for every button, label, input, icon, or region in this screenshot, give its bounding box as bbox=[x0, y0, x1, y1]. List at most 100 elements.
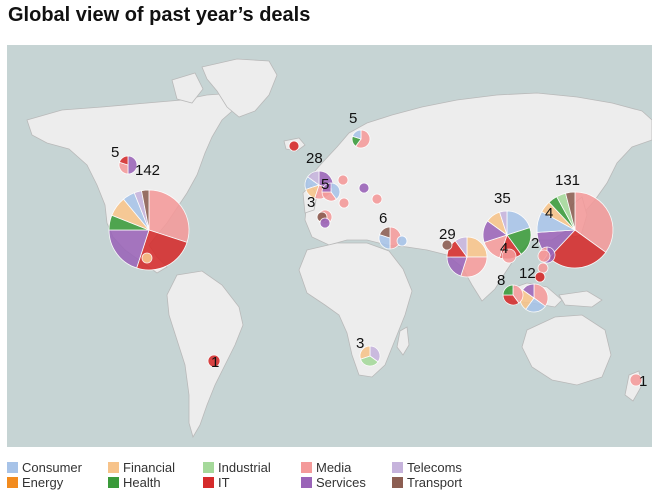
deal-dot-media[interactable] bbox=[337, 174, 349, 186]
pie-slice-media bbox=[148, 189, 190, 243]
pie-slice-services bbox=[127, 155, 138, 175]
legend-item-consumer[interactable]: Consumer bbox=[7, 459, 82, 475]
world-map[interactable]: 142 131 35 29 28 12 8 6 5 5 5 4 4 3 3 2 1 1 bbox=[7, 45, 652, 447]
deal-dot-financial[interactable] bbox=[141, 252, 153, 264]
deal-count-label: 3 bbox=[356, 335, 364, 352]
legend-item-transport[interactable]: Transport bbox=[392, 474, 462, 490]
deal-count-label: 5 bbox=[321, 176, 329, 193]
legend-item-telecoms[interactable]: Telecoms bbox=[392, 459, 462, 475]
legend-label: Health bbox=[123, 474, 161, 490]
deal-dot-media[interactable] bbox=[371, 193, 383, 205]
deal-count-label: 142 bbox=[135, 162, 160, 179]
legend-item-media[interactable]: Media bbox=[301, 459, 351, 475]
legend-swatch bbox=[7, 476, 18, 488]
deal-pie-17[interactable] bbox=[629, 373, 643, 387]
pie-slice-transport bbox=[379, 226, 391, 239]
legend-label: Energy bbox=[22, 474, 64, 490]
land-south-america bbox=[166, 270, 244, 439]
deal-count-label: 2 bbox=[531, 235, 539, 252]
deal-pie-14[interactable] bbox=[359, 345, 381, 367]
pie-slice-media bbox=[574, 191, 614, 253]
pie-slice-it bbox=[502, 294, 520, 306]
pie-slice-services bbox=[522, 283, 535, 299]
deal-pie-10[interactable] bbox=[321, 182, 341, 202]
pie-slice-it bbox=[118, 155, 129, 166]
pie-slice-industrial bbox=[359, 355, 379, 367]
legend-label: Media bbox=[316, 459, 352, 475]
pie-slice-telecoms bbox=[454, 236, 468, 259]
legend-label: Services bbox=[316, 474, 366, 490]
map-title: Global view of past year’s deals bbox=[8, 4, 311, 26]
deal-dot-consumer[interactable] bbox=[396, 235, 408, 247]
deal-pie-16[interactable] bbox=[207, 354, 221, 368]
deal-dot-it[interactable] bbox=[288, 140, 300, 152]
land-greenland bbox=[201, 58, 278, 118]
deal-dots bbox=[141, 140, 549, 283]
legend-item-it[interactable]: IT bbox=[203, 474, 230, 490]
land-madagascar bbox=[396, 326, 410, 356]
land-africa bbox=[298, 242, 413, 378]
deal-pie-8[interactable] bbox=[351, 129, 371, 149]
deal-pies bbox=[108, 129, 643, 387]
pie-slice-it bbox=[207, 354, 221, 368]
deal-pie-5[interactable] bbox=[519, 283, 549, 313]
deal-count-label: 1 bbox=[639, 373, 647, 390]
legend-swatch bbox=[203, 461, 214, 473]
deal-count-label: 6 bbox=[379, 210, 387, 227]
deal-pie-15[interactable] bbox=[537, 249, 551, 263]
deal-dot-it[interactable] bbox=[534, 271, 546, 283]
deal-count-label: 5 bbox=[349, 110, 357, 127]
pie-slice-media bbox=[501, 248, 517, 264]
deal-pie-3[interactable] bbox=[446, 236, 488, 278]
deal-pie-6[interactable] bbox=[502, 284, 524, 306]
pie-slice-transport bbox=[565, 191, 576, 231]
pie-slice-consumer bbox=[330, 182, 341, 200]
legend-item-health[interactable]: Health bbox=[108, 474, 161, 490]
pie-slice-media bbox=[537, 249, 551, 263]
pie-slice-telecoms bbox=[369, 345, 381, 363]
deal-count-label: 35 bbox=[494, 190, 511, 207]
pie-slice-media bbox=[512, 284, 524, 304]
deal-dot-media[interactable] bbox=[338, 197, 350, 209]
deal-pie-12[interactable] bbox=[501, 248, 517, 264]
legend-item-financial[interactable]: Financial bbox=[108, 459, 175, 475]
legend-label: Financial bbox=[123, 459, 176, 475]
legend-swatch bbox=[7, 461, 18, 473]
pie-slice-media bbox=[533, 283, 549, 307]
deal-dot-services[interactable] bbox=[358, 182, 370, 194]
deal-count-labels: 142 131 35 29 28 12 8 6 5 5 5 4 4 3 3 2 1 1 bbox=[111, 110, 647, 390]
pie-slice-consumer bbox=[351, 129, 362, 140]
legend-swatch bbox=[392, 461, 403, 473]
pie-slice-services bbox=[321, 182, 332, 193]
legend-item-services[interactable]: Services bbox=[301, 474, 366, 490]
legend-label: Telecoms bbox=[407, 459, 462, 475]
legend-label: Industrial bbox=[218, 459, 271, 475]
deal-pie-9[interactable] bbox=[118, 155, 138, 175]
deal-dot-media[interactable] bbox=[537, 262, 549, 274]
land-new-guinea bbox=[558, 290, 603, 308]
deal-count-label: 3 bbox=[307, 194, 315, 211]
legend-swatch bbox=[392, 476, 403, 488]
deal-dot-transport[interactable] bbox=[441, 239, 453, 251]
pie-slice-services bbox=[108, 229, 150, 269]
pie-slice-media bbox=[629, 373, 643, 387]
legend-item-energy[interactable]: Energy bbox=[7, 474, 63, 490]
deal-count-label: 8 bbox=[497, 272, 505, 289]
deal-dot-services[interactable] bbox=[319, 217, 331, 229]
pie-slice-telecoms bbox=[499, 210, 508, 236]
pie-slice-financial bbox=[466, 236, 488, 258]
legend-item-industrial[interactable]: Industrial bbox=[203, 459, 271, 475]
deal-count-label: 131 bbox=[555, 172, 580, 189]
legend-label: Consumer bbox=[22, 459, 82, 475]
deal-count-label: 4 bbox=[500, 240, 508, 257]
legend-swatch bbox=[108, 461, 119, 473]
pie-slice-transport bbox=[141, 189, 150, 231]
legend-swatch bbox=[301, 476, 312, 488]
deal-count-label: 1 bbox=[211, 354, 219, 371]
deal-pie-7[interactable] bbox=[378, 226, 402, 250]
deal-count-label: 5 bbox=[111, 144, 119, 161]
deal-count-label: 4 bbox=[545, 205, 553, 222]
land-baffin-island bbox=[171, 72, 204, 104]
deal-count-label: 28 bbox=[306, 150, 323, 167]
deal-count-label: 29 bbox=[439, 226, 456, 243]
